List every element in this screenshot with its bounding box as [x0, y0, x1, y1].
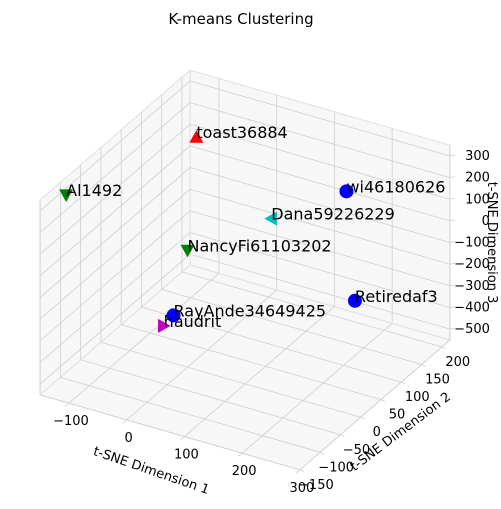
grid-line	[39, 102, 191, 233]
tick-label: 100	[465, 192, 490, 207]
tick-label: −100	[454, 236, 490, 251]
tick-label: −200	[454, 257, 490, 272]
point	[180, 244, 195, 258]
tick-mark	[340, 434, 345, 438]
point	[158, 318, 171, 333]
grid-line	[189, 253, 451, 330]
grid-line	[39, 145, 191, 277]
tick-mark	[64, 402, 70, 407]
grid-line	[141, 306, 402, 383]
point-label: Al1492	[66, 181, 122, 200]
grid-line	[241, 323, 393, 454]
grid-line	[189, 167, 451, 243]
tick-label: −150	[298, 478, 334, 493]
grid-line	[60, 376, 321, 453]
tick-mark	[380, 399, 386, 403]
tick-mark	[449, 327, 455, 330]
chart-title: K-means Clustering	[168, 10, 313, 28]
tick-label: 300	[289, 481, 314, 496]
grid-line	[39, 394, 301, 471]
tick-label: −300	[454, 279, 490, 294]
grid-line	[299, 339, 451, 471]
grid-line	[189, 210, 451, 287]
point-label: RayAnde34649425	[174, 301, 327, 320]
point	[166, 308, 181, 323]
point	[339, 184, 354, 199]
grid-line	[184, 306, 335, 437]
tick-label: −100	[53, 414, 89, 429]
tick-label: 150	[425, 373, 450, 388]
tick-label: 0	[482, 214, 490, 229]
tick-mark	[449, 284, 455, 287]
tick-mark	[449, 262, 455, 265]
grid-line	[181, 271, 442, 348]
point	[347, 293, 362, 308]
grid-line	[161, 289, 422, 365]
tick-label: 0	[125, 431, 133, 446]
point	[59, 189, 74, 202]
grid-line	[126, 289, 277, 421]
grid-line	[39, 253, 191, 385]
tick-label: 300	[465, 149, 490, 164]
tick-mark	[449, 306, 455, 308]
point-label: Retiredaf3	[355, 287, 438, 306]
point-label: toast36884	[196, 123, 287, 142]
tick-mark	[449, 154, 455, 157]
tick-label: 100	[174, 448, 199, 463]
tick-mark	[449, 241, 455, 243]
tick-label: 200	[445, 355, 470, 370]
tick-label: 0	[373, 425, 381, 440]
grid-line	[39, 232, 191, 363]
tick-label: −500	[454, 322, 490, 337]
point-label: NancyFi61103202	[188, 236, 332, 255]
tick-mark	[449, 219, 455, 222]
tick-mark	[180, 436, 185, 440]
tick-mark	[441, 346, 446, 350]
tick-mark	[449, 176, 455, 178]
tick-mark	[421, 364, 426, 367]
grid-line	[39, 210, 191, 342]
tick-label: −100	[318, 460, 354, 475]
grid-line	[189, 123, 451, 200]
tick-mark	[122, 419, 127, 424]
grid-line	[39, 123, 191, 255]
tick-mark	[401, 381, 406, 385]
tick-label: 50	[389, 408, 406, 423]
grid-line	[39, 80, 191, 212]
tick-label: 100	[405, 390, 430, 405]
grid-line	[39, 167, 191, 298]
grid-line	[39, 188, 191, 320]
grid-line	[189, 102, 451, 178]
grid-line	[100, 341, 361, 418]
tick-label: 200	[232, 464, 257, 479]
tick-mark	[319, 451, 325, 455]
tick-mark	[360, 416, 365, 420]
z-axis-label: t-SNE Dimension 3	[484, 182, 499, 304]
tick-label: −50	[343, 443, 370, 458]
grid-line	[68, 273, 220, 404]
point	[189, 130, 204, 143]
tick-mark	[299, 469, 305, 473]
grid-line	[189, 145, 451, 222]
tick-mark	[449, 197, 455, 200]
tick-label: 200	[465, 171, 490, 186]
grid-line	[189, 232, 451, 308]
tick-mark	[295, 469, 301, 474]
point-label: Dana59226229	[271, 205, 395, 224]
point-label: wi46180626	[346, 177, 445, 196]
tick-mark	[237, 452, 243, 457]
grid-line	[80, 359, 341, 436]
tick-label: −400	[454, 301, 490, 316]
point	[264, 211, 277, 226]
point-label: haudrit	[164, 312, 222, 331]
grid-line	[189, 80, 451, 157]
grid-line	[189, 188, 451, 265]
grid-line	[121, 324, 382, 401]
